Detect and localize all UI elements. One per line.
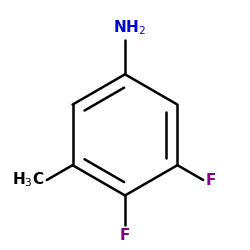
Text: F: F xyxy=(206,172,216,188)
Text: H$_3$C: H$_3$C xyxy=(12,171,44,189)
Text: F: F xyxy=(120,228,130,242)
Text: NH$_2$: NH$_2$ xyxy=(114,18,146,37)
